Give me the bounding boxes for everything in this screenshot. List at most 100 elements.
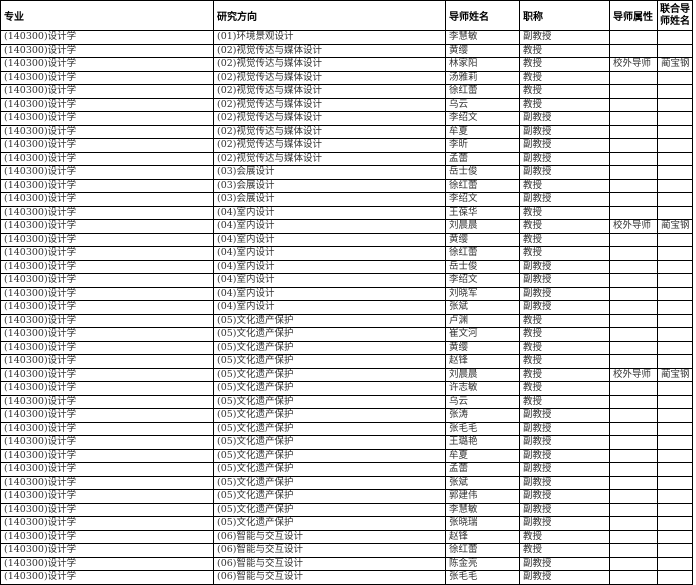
cell-research-direction: (02)视觉传达与媒体设计 — [213, 111, 446, 126]
table-row: (140300)设计学 (05)文化遗产保护 李慧敏 副教授 — [0, 502, 693, 517]
cell-major: (140300)设计学 — [0, 205, 214, 220]
cell-advisor-name: 乌云 — [445, 97, 520, 112]
table-row: (140300)设计学 (04)室内设计 李绍文 副教授 — [0, 273, 693, 288]
cell-title: 副教授 — [519, 516, 610, 531]
cell-title: 教授 — [519, 205, 610, 220]
cell-advisor-type — [609, 300, 658, 315]
table-row: (140300)设计学 (02)视觉传达与媒体设计 汤雅莉 教授 — [0, 70, 693, 85]
cell-advisor-type — [609, 462, 658, 477]
cell-advisor-name: 赵锋 — [445, 529, 520, 544]
cell-major: (140300)设计学 — [0, 219, 214, 234]
cell-advisor-type: 校外导师 — [609, 219, 658, 234]
table-row: (140300)设计学 (05)文化遗产保护 刘晨晨 教授 校外导师 蔺宝钢 — [0, 367, 693, 382]
cell-advisor-name: 岳士俊 — [445, 259, 520, 274]
table-row: (140300)设计学 (04)室内设计 岳士俊 副教授 — [0, 259, 693, 274]
cell-research-direction: (05)文化遗产保护 — [213, 408, 446, 423]
cell-research-direction: (04)室内设计 — [213, 273, 446, 288]
cell-title: 副教授 — [519, 259, 610, 274]
cell-research-direction: (02)视觉传达与媒体设计 — [213, 138, 446, 153]
cell-joint-advisor — [657, 570, 693, 585]
cell-advisor-name: 孟蕾 — [445, 151, 520, 166]
cell-title: 教授 — [519, 84, 610, 99]
cell-advisor-type — [609, 70, 658, 85]
cell-research-direction: (06)智能与交互设计 — [213, 570, 446, 585]
table-row: (140300)设计学 (06)智能与交互设计 徐红蕾 教授 — [0, 543, 693, 558]
cell-joint-advisor — [657, 205, 693, 220]
cell-research-direction: (04)室内设计 — [213, 205, 446, 220]
cell-advisor-name: 李绍文 — [445, 192, 520, 207]
cell-research-direction: (04)室内设计 — [213, 259, 446, 274]
cell-advisor-name: 张斌 — [445, 300, 520, 315]
cell-joint-advisor — [657, 97, 693, 112]
cell-title: 副教授 — [519, 286, 610, 301]
table-row: (140300)设计学 (04)室内设计 刘晨晨 教授 校外导师 蔺宝钢 — [0, 219, 693, 234]
cell-title: 副教授 — [519, 462, 610, 477]
cell-title: 副教授 — [519, 475, 610, 490]
cell-joint-advisor — [657, 516, 693, 531]
cell-joint-advisor — [657, 435, 693, 450]
cell-title: 副教授 — [519, 421, 610, 436]
cell-advisor-name: 黄缨 — [445, 43, 520, 58]
table-row: (140300)设计学 (04)室内设计 王葆华 教授 — [0, 205, 693, 220]
cell-major: (140300)设计学 — [0, 327, 214, 342]
table-row: (140300)设计学 (05)文化遗产保护 张毛毛 副教授 — [0, 421, 693, 436]
cell-advisor-name: 张毛毛 — [445, 421, 520, 436]
cell-joint-advisor — [657, 151, 693, 166]
cell-research-direction: (03)会展设计 — [213, 178, 446, 193]
table-row: (140300)设计学 (01)环境景观设计 李慧敏 副教授 — [0, 30, 693, 45]
cell-research-direction: (03)会展设计 — [213, 192, 446, 207]
cell-joint-advisor — [657, 543, 693, 558]
cell-advisor-type — [609, 97, 658, 112]
cell-advisor-type: 校外导师 — [609, 367, 658, 382]
cell-advisor-name: 张毛毛 — [445, 570, 520, 585]
cell-joint-advisor — [657, 394, 693, 409]
cell-joint-advisor — [657, 286, 693, 301]
cell-major: (140300)设计学 — [0, 543, 214, 558]
cell-advisor-type — [609, 381, 658, 396]
cell-major: (140300)设计学 — [0, 367, 214, 382]
cell-title: 教授 — [519, 97, 610, 112]
cell-title: 副教授 — [519, 124, 610, 139]
cell-title: 教授 — [519, 327, 610, 342]
cell-advisor-name: 郭建伟 — [445, 489, 520, 504]
cell-major: (140300)设计学 — [0, 232, 214, 247]
cell-joint-advisor — [657, 300, 693, 315]
cell-title: 副教授 — [519, 273, 610, 288]
cell-title: 教授 — [519, 219, 610, 234]
cell-major: (140300)设计学 — [0, 138, 214, 153]
cell-joint-advisor — [657, 421, 693, 436]
cell-research-direction: (04)室内设计 — [213, 219, 446, 234]
cell-title: 副教授 — [519, 502, 610, 517]
table-row: (140300)设计学 (02)视觉传达与媒体设计 孟蕾 副教授 — [0, 151, 693, 166]
cell-advisor-type — [609, 408, 658, 423]
cell-research-direction: (01)环境景观设计 — [213, 30, 446, 45]
cell-joint-advisor: 蔺宝钢 — [657, 367, 693, 382]
cell-title: 教授 — [519, 232, 610, 247]
cell-advisor-name: 徐红蕾 — [445, 246, 520, 261]
cell-major: (140300)设计学 — [0, 57, 214, 72]
table-row: (140300)设计学 (02)视觉传达与媒体设计 乌云 教授 — [0, 97, 693, 112]
cell-major: (140300)设计学 — [0, 516, 214, 531]
cell-joint-advisor — [657, 462, 693, 477]
cell-title: 副教授 — [519, 300, 610, 315]
header-title: 职称 — [519, 0, 610, 31]
cell-title: 教授 — [519, 178, 610, 193]
cell-title: 教授 — [519, 43, 610, 58]
cell-research-direction: (06)智能与交互设计 — [213, 529, 446, 544]
cell-research-direction: (05)文化遗产保护 — [213, 381, 446, 396]
cell-major: (140300)设计学 — [0, 421, 214, 436]
cell-advisor-type — [609, 232, 658, 247]
cell-joint-advisor — [657, 475, 693, 490]
cell-advisor-type — [609, 138, 658, 153]
table-row: (140300)设计学 (05)文化遗产保护 赵锋 教授 — [0, 354, 693, 369]
cell-major: (140300)设计学 — [0, 313, 214, 328]
cell-advisor-type — [609, 327, 658, 342]
cell-research-direction: (05)文化遗产保护 — [213, 516, 446, 531]
table-row: (140300)设计学 (06)智能与交互设计 赵锋 教授 — [0, 529, 693, 544]
cell-major: (140300)设计学 — [0, 111, 214, 126]
table-row: (140300)设计学 (05)文化遗产保护 张斌 副教授 — [0, 475, 693, 490]
cell-research-direction: (05)文化遗产保护 — [213, 435, 446, 450]
cell-title: 教授 — [519, 543, 610, 558]
cell-major: (140300)设计学 — [0, 354, 214, 369]
cell-major: (140300)设计学 — [0, 124, 214, 139]
